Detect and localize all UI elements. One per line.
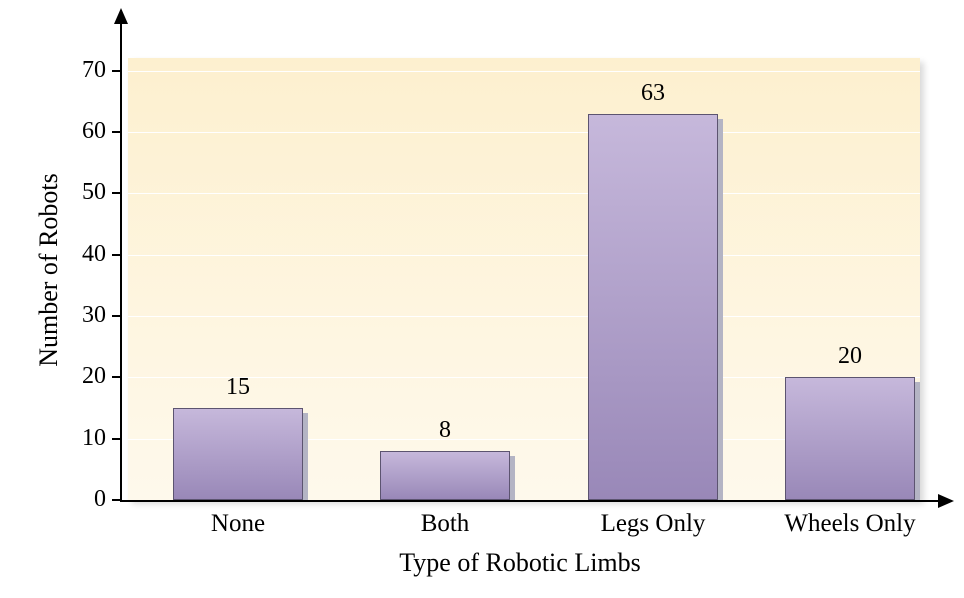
bar [380,451,510,500]
robotic-limbs-bar-chart: 0 10 20 30 40 50 60 70 Number of Robots 15 None 8 Bo… [0,0,964,598]
gridline [128,316,920,317]
bar [785,377,915,500]
y-tick [112,254,120,256]
y-axis-arrow [114,8,128,24]
y-tick-label: 0 [62,486,106,513]
y-tick-label: 50 [62,179,106,206]
y-tick [112,376,120,378]
bar-value-label: 15 [188,374,288,401]
gridline [128,132,920,133]
x-axis [120,500,940,502]
y-tick-label: 10 [62,425,106,452]
x-axis-title: Type of Robotic Limbs [120,548,920,578]
bar [588,114,718,500]
bar-value-label: 63 [603,80,703,107]
category-label: Legs Only [558,510,748,538]
y-tick [112,499,120,501]
gridline [128,255,920,256]
category-label: Both [350,510,540,538]
bar [173,408,303,500]
bar-value-label: 8 [395,417,495,444]
y-tick-label: 70 [62,57,106,84]
y-axis-title: Number of Robots [34,140,64,400]
y-tick [112,315,120,317]
y-tick [112,192,120,194]
y-axis [120,10,122,500]
y-tick-label: 40 [62,241,106,268]
gridline [128,193,920,194]
y-tick [112,70,120,72]
bar-value-label: 20 [800,343,900,370]
y-tick-label: 30 [62,302,106,329]
x-axis-arrow [938,494,954,508]
y-tick [112,438,120,440]
y-tick-label: 60 [62,118,106,145]
category-label: None [143,510,333,538]
y-tick-label: 20 [62,363,106,390]
y-tick [112,131,120,133]
gridline [128,71,920,72]
category-label: Wheels Only [755,510,945,538]
